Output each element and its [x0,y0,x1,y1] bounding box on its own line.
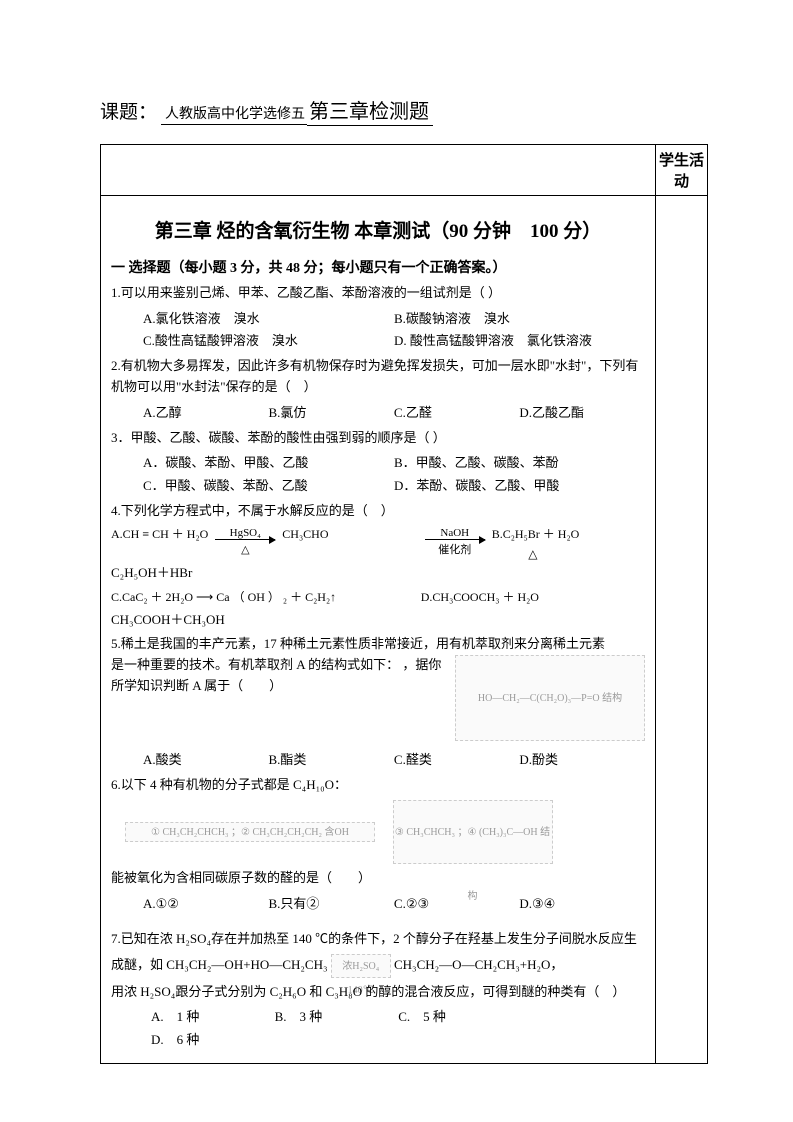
q1-text: 1.可以用来鉴别己烯、甲苯、乙酸乙酯、苯酚溶液的一组试剂是（ ） [111,283,645,304]
q6-opt-b: B.只有② [268,893,383,915]
q3-text: 3．甲酸、乙酸、碳酸、苯酚的酸性由强到弱的顺序是（ ） [111,428,645,449]
molecule-row-2: ③ CH₃CHCH₃ ；④ (CH₃)₃C—OH 结构 [393,800,553,864]
condition-image: 浓H₂SO₄ 140℃ [331,954,391,978]
q4-opt-a: A.CH ≡ CH ＋ H₂O HgSO₄ △ CH₃CHO [111,525,410,562]
q7-opt-c: C. 5 种 [398,1006,512,1028]
side-header: 学生活动 [656,145,708,196]
q4b-prod: C₂H₅OH＋HBr [111,563,645,584]
q6-options: A.①② B.只有② C.②③ D.③④ [143,893,645,915]
q3-opt-b: B．甲酸、乙酸、碳酸、苯酚 [394,452,635,474]
q7-opt-b: B. 3 种 [275,1006,389,1028]
arrow-icon: NaOH 催化剂 [425,527,485,545]
q6-opt-c: C.②③ [394,893,509,915]
q7-text1: 7.已知在浓 H₂SO₄存在并加热至 140 ℃的条件下，2 个醇分子在羟基上发… [111,929,645,950]
q3-opt-d: D．苯酚、碳酸、乙酸、甲酸 [394,475,635,497]
q6-text2: 能被氧化为含相同碳原子数的醛的是（ ） [111,868,645,889]
q4d-prod: CH₃COOH＋CH₃OH [111,610,645,631]
q3-opt-c: C．甲酸、碳酸、苯酚、乙酸 [143,475,384,497]
q7-opt-d: D. 6 种 [151,1029,265,1051]
q5: 5.稀土是我国的丰产元素，17 种稀土元素性质非常接近，用有机萃取剂来分离稀土元… [111,634,645,745]
q4-text: 4.下列化学方程式中，不属于水解反应的是（ ） [111,501,645,522]
q5-opt-a: A.酸类 [143,749,258,771]
q1-opt-a: A.氯化铁溶液 溴水 [143,308,384,330]
q1-options: A.氯化铁溶液 溴水 B.碳酸钠溶液 溴水 C.酸性高锰酸钾溶液 溴水 D. 酸… [143,308,645,352]
layout-table: 学生活动 第三章 烃的含氧衍生物 本章测试（90 分钟 100 分） 一 选择题… [100,144,708,1064]
q4b-cond-top: NaOH [425,525,485,542]
q3-opt-a: A．碳酸、苯酚、甲酸、乙酸 [143,452,384,474]
q5-text2: 是一种重要的技术。有机萃取剂 A 的结构式如下： [111,657,399,672]
q5-options: A.酸类 B.酯类 C.醛类 D.酚类 [143,749,645,771]
q2-opt-b: B.氯仿 [268,402,383,424]
q4a-left: A.CH ≡ CH ＋ H₂O [111,527,208,541]
q6-opt-a: A.①② [143,893,258,915]
q2-text: 2.有机物大多易挥发，因此许多有机物保存时为避免挥发损失，可加一层水即"水封"，… [111,356,645,398]
q7-options: A. 1 种 B. 3 种 C. 5 种 D. 6 种 [151,1006,645,1050]
title-main: 第三章检测题 [307,95,433,126]
title-subtitle: 人教版高中化学选修五 [161,103,307,125]
q4-opt-d: D.CH₃COOCH₃ ＋ H₂O [421,588,645,606]
main-content: 第三章 烃的含氧衍生物 本章测试（90 分钟 100 分） 一 选择题（每小题 … [101,196,656,1064]
q5-text1: 5.稀土是我国的丰产元素，17 种稀土元素性质非常接近，用有机萃取剂来分离稀土元… [111,636,605,651]
q2-opt-c: C.乙醛 [394,402,509,424]
q1-opt-b: B.碳酸钠溶液 溴水 [394,308,635,330]
q4a-cond-bot: △ [215,542,275,559]
q3-options: A．碳酸、苯酚、甲酸、乙酸 B．甲酸、乙酸、碳酸、苯酚 C．甲酸、碳酸、苯酚、乙… [143,452,645,496]
q4a-right: CH₃CHO [282,527,328,541]
page-root: 课题： 人教版高中化学选修五 第三章检测题 学生活动 第三章 烃的含氧衍生物 本… [0,0,793,1114]
structure-image: HO—CH₂—C(CH₂O)₃—P=O 结构 [455,655,645,741]
arrow-icon: HgSO₄ △ [215,527,275,545]
q4a-cond-top: HgSO₄ [215,525,275,542]
q7-text2a: 成醚，如 CH₃CH₂—OH+HO—CH₂CH₃ [111,957,328,972]
q2-opt-d: D.乙酸乙酯 [519,402,634,424]
side-body [656,196,708,1064]
section-a-title: 一 选择题（每小题 3 分，共 48 分；每小题只有一个正确答案。） [111,257,645,277]
q2-opt-a: A.乙醇 [143,402,258,424]
blank-cell-main [101,145,656,196]
doc-title: 课题： 人教版高中化学选修五 第三章检测题 [100,95,708,126]
q4-opt-b: NaOH 催化剂 B.C₂H₅Br ＋ H₂O △ [421,525,645,562]
q7-text3: 用浓 H₂SO₄跟分子式分别为 C₂H₆O 和 C₃H₈O 的醇的混合液反应，可… [111,982,645,1003]
q6-text: 6.以下 4 种有机物的分子式都是 C₄H₁₀O： [111,775,645,796]
title-label: 课题： [100,97,157,124]
q1-opt-d: D. 酸性高锰酸钾溶液 氯化铁溶液 [394,330,635,352]
q4b-cond-bot: 催化剂 [425,542,485,559]
q6-opt-d: D.③④ [519,893,634,915]
q5-opt-b: B.酯类 [268,749,383,771]
q5-opt-c: C.醛类 [394,749,509,771]
q4-row-ab: A.CH ≡ CH ＋ H₂O HgSO₄ △ CH₃CHO NaO [111,525,645,562]
q4b-left: B.C₂H₅Br ＋ H₂O [492,527,580,541]
q7-opt-a: A. 1 种 [151,1006,265,1028]
molecule-row-1: ① CH₃CH₂CHCH₃ ；② CH₃CH₂CH₂CH₂ 含OH [125,822,375,842]
q7-line2: 成醚，如 CH₃CH₂—OH+HO—CH₂CH₃ 浓H₂SO₄ 140℃ CH₃… [111,954,645,978]
q4-row-cd: C.CaC₂ ＋ 2H₂O ⟶ Ca （ OH ） ₂ ＋ C₂H₂↑ D.CH… [111,588,645,606]
q7-text2b: CH₃CH₂—O—CH₂CH₃+H₂O， [394,957,563,972]
q4-opt-c: C.CaC₂ ＋ 2H₂O ⟶ Ca （ OH ） ₂ ＋ C₂H₂↑ [111,588,410,606]
q5-opt-d: D.酚类 [519,749,634,771]
q2-options: A.乙醇 B.氯仿 C.乙醛 D.乙酸乙酯 [143,402,645,424]
chapter-title: 第三章 烃的含氧衍生物 本章测试（90 分钟 100 分） [111,216,645,243]
q1-opt-c: C.酸性高锰酸钾溶液 溴水 [143,330,384,352]
